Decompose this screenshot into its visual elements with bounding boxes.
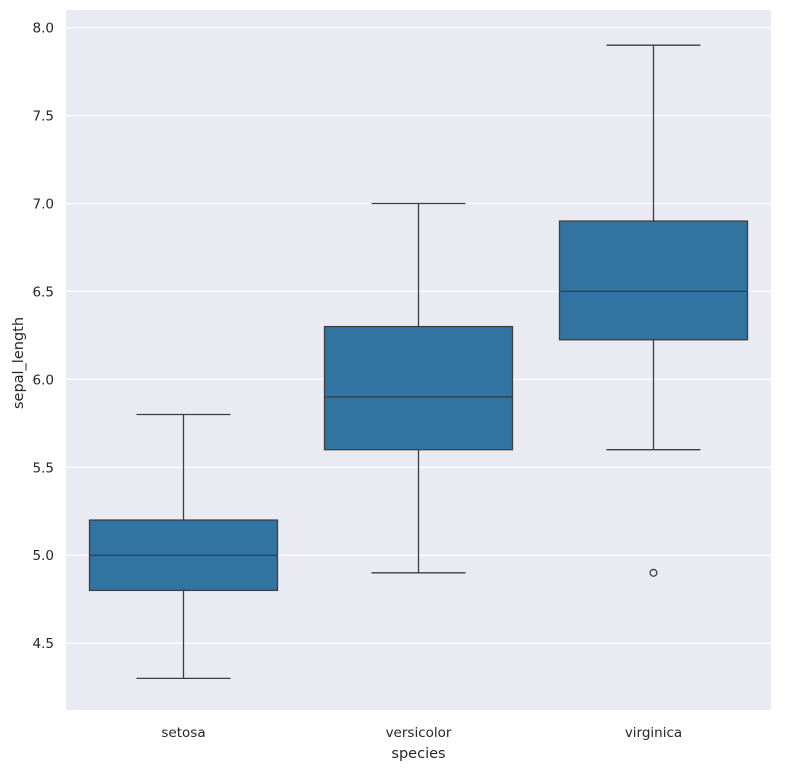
- x-tick-label: setosa: [161, 725, 205, 741]
- y-tick-labels: 4.5 5.0 5.5 6.0 6.5 7.0 7.5 8.0: [33, 21, 54, 653]
- y-tick-label: 7.5: [33, 109, 54, 125]
- y-tick-label: 6.0: [33, 372, 54, 388]
- iqr-box: [558, 220, 749, 341]
- y-tick-label: 5.5: [33, 460, 54, 476]
- x-tick-label: versicolor: [386, 725, 452, 741]
- y-tick-label: 8.0: [33, 21, 54, 37]
- boxes: [88, 44, 749, 679]
- box-setosa: [88, 413, 279, 679]
- box-versicolor: [323, 202, 514, 574]
- box-virginica: [558, 44, 749, 577]
- y-tick-label: 6.5: [33, 284, 54, 300]
- iqr-box: [323, 325, 514, 451]
- y-tick-label: 7.0: [33, 196, 54, 212]
- y-tick-label: 5.0: [33, 548, 54, 564]
- x-axis-label: species: [391, 746, 445, 762]
- y-axis-label: sepal_length: [11, 317, 27, 409]
- x-tick-labels: setosa versicolor virginica: [161, 725, 682, 741]
- x-tick-label: virginica: [625, 725, 682, 741]
- outlier-point: [649, 568, 658, 577]
- y-tick-label: 4.5: [33, 636, 54, 652]
